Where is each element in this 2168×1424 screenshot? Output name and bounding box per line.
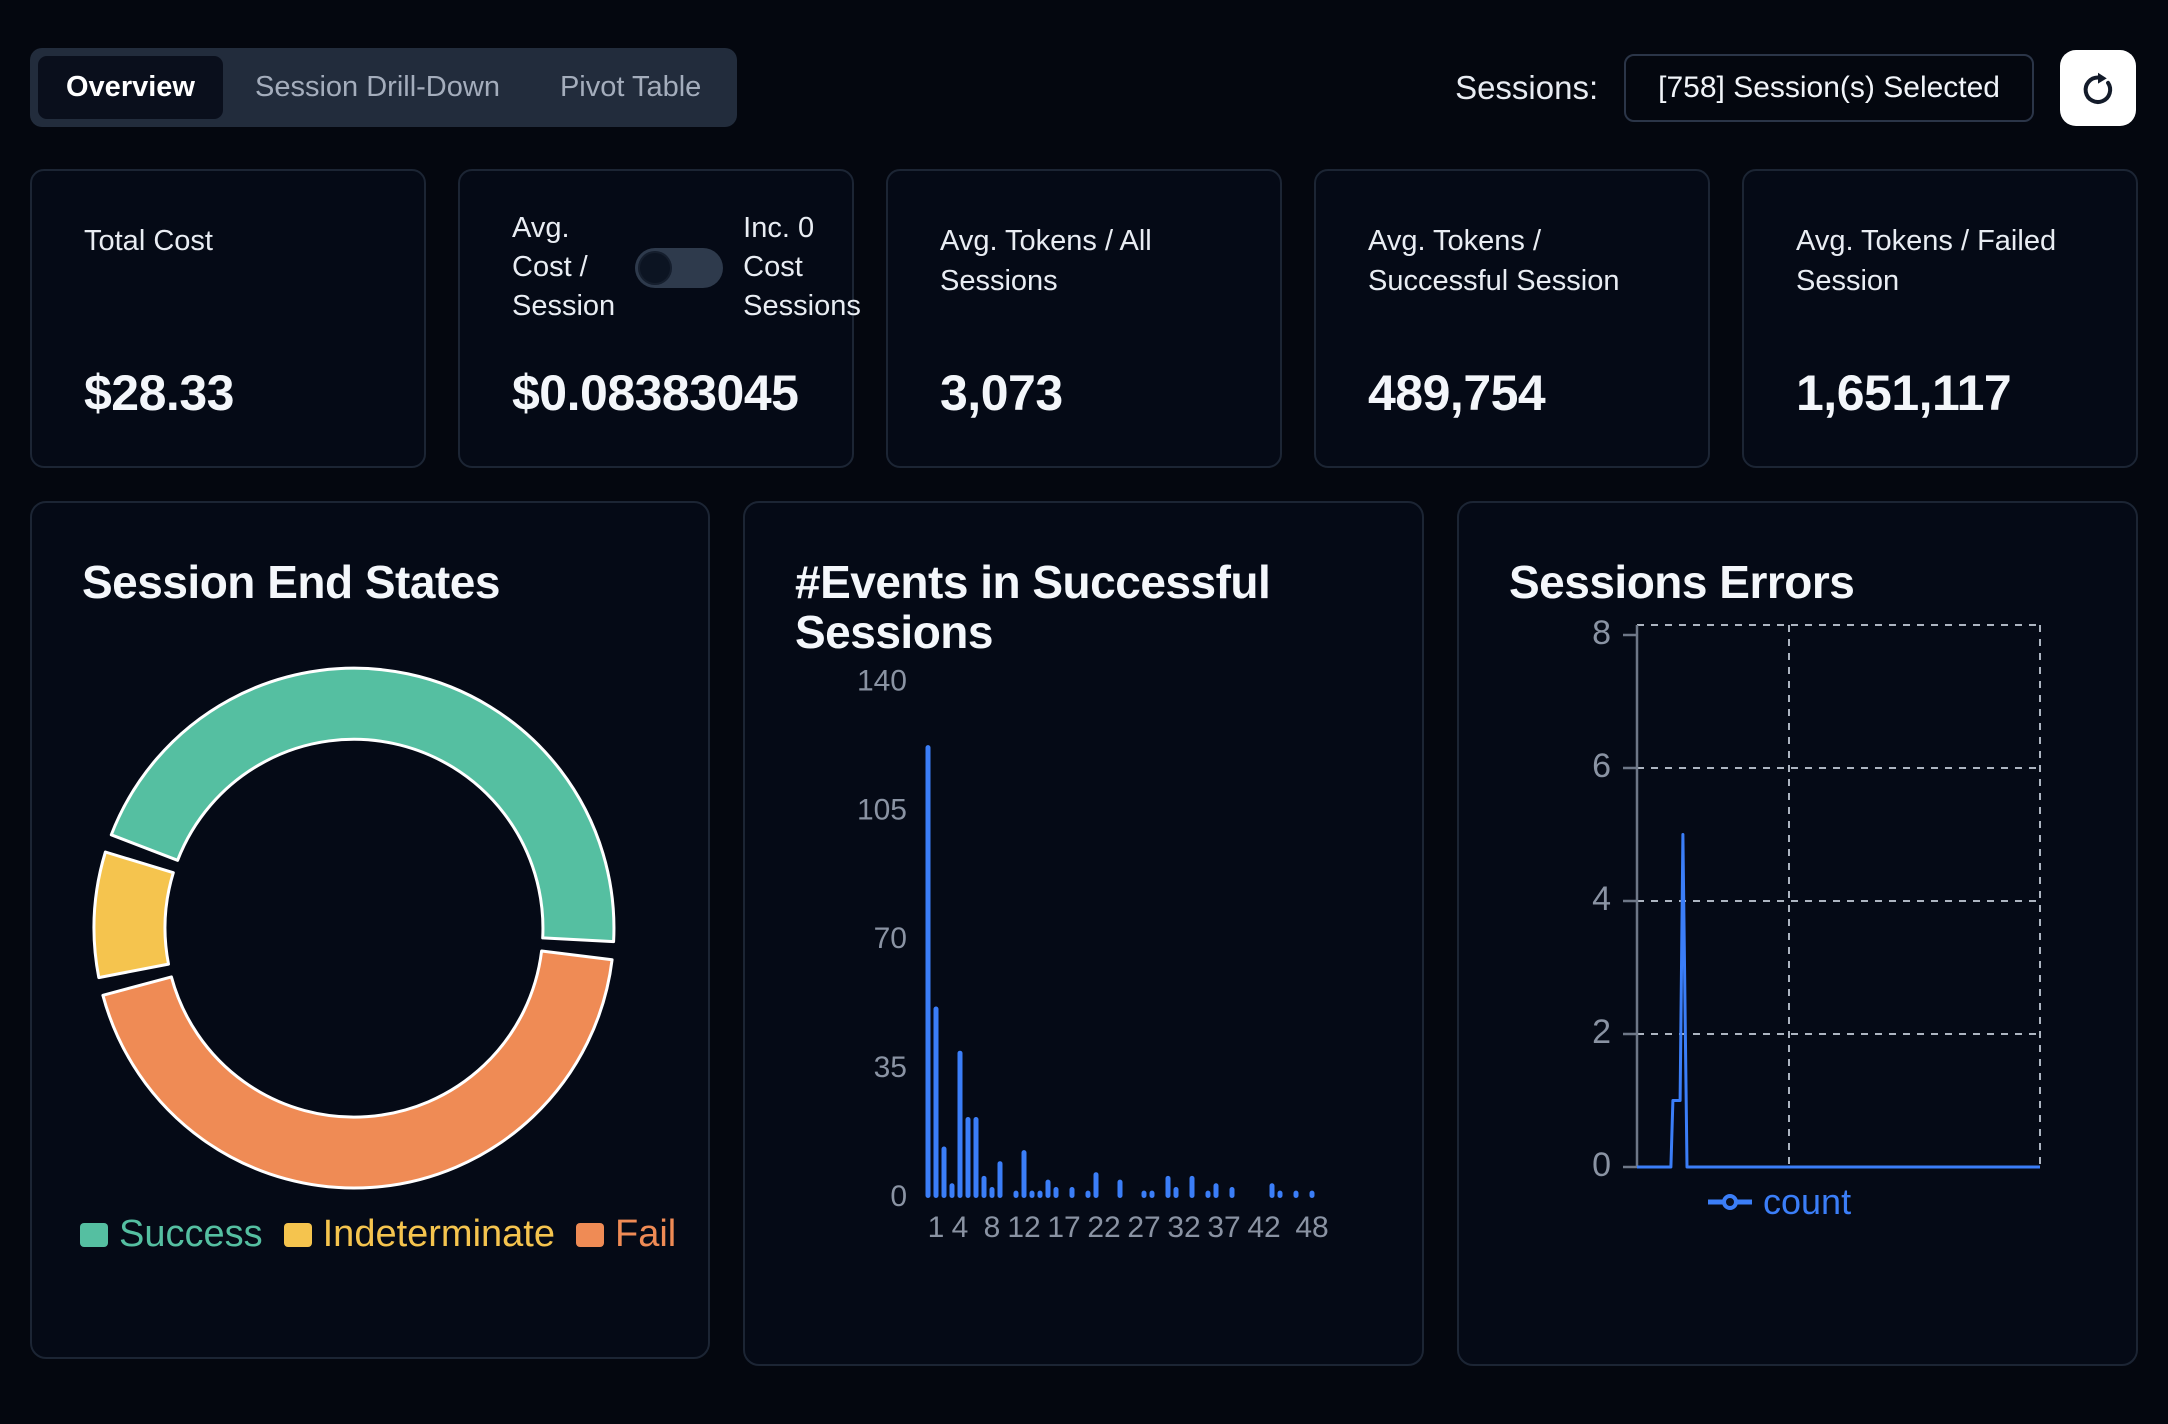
svg-text:105: 105 [857,793,907,826]
chart-title-events-histogram: #Events in Successful Sessions [795,556,1271,658]
legend-label: Success [119,1213,263,1255]
tab-bar: Overview Session Drill-Down Pivot Table [30,48,738,127]
svg-text:8: 8 [1592,614,1611,652]
svg-text:140: 140 [857,664,907,697]
svg-text:70: 70 [874,922,907,955]
legend-item-fail: Fail [576,1213,676,1256]
stat-value: 1,651,117 [1796,365,2012,421]
svg-text:17: 17 [1047,1211,1080,1244]
stat-label: Avg. Tokens / Successful Session [1368,225,1620,297]
fail-swatch-icon [576,1222,604,1247]
svg-text:32: 32 [1167,1211,1200,1244]
stat-value: 489,754 [1368,365,1546,421]
svg-text:4: 4 [952,1211,969,1244]
top-bar: Overview Session Drill-Down Pivot Table … [30,48,2136,127]
svg-text:48: 48 [1295,1211,1328,1244]
sessions-controls: Sessions: [758] Session(s) Selected [1455,49,2136,126]
refresh-button[interactable] [2060,49,2136,126]
svg-text:4: 4 [1592,880,1611,918]
stat-card-total-cost: Total Cost $28.33 [30,169,426,468]
stat-label: Total Cost [84,225,213,257]
donut-chart [92,666,616,1190]
legend-item-success: Success [80,1213,263,1256]
svg-text:27: 27 [1127,1211,1160,1244]
svg-text:1: 1 [928,1211,945,1244]
charts-row: Session End States Success Indeterminate… [30,501,2138,1366]
stat-card-avg-tokens-all-sessions: Avg. Tokens / All Sessions 3,073 [886,169,1282,468]
count-series-marker-icon [1708,1194,1752,1210]
sessions-selector[interactable]: [758] Session(s) Selected [1624,53,2034,122]
svg-text:12: 12 [1007,1211,1040,1244]
stat-card-avg-tokens-successful-session: Avg. Tokens / Successful Session 489,754 [1314,169,1710,468]
chart-card-events-histogram: #Events in Successful Sessions 0 35 70 105 1… [743,501,1424,1366]
svg-text:0: 0 [890,1180,907,1213]
tab-session-drill-down[interactable]: Session Drill-Down [227,56,528,119]
errors-line-chart: 0 2 4 6 8 [1592,614,2041,1184]
chart-title-session-end-states: Session End States [82,556,500,608]
stat-card-avg-cost-per-session: Avg. Cost / Session Inc. 0 Cost Sessions… [458,169,861,468]
include-zero-cost-toggle[interactable] [635,248,724,288]
chart-card-sessions-errors: Sessions Errors 0 2 4 6 8 count [1457,501,2138,1366]
stat-label: Avg. Tokens / All Sessions [940,225,1152,297]
refresh-icon [2083,72,2113,104]
count-legend-label: count [1763,1181,1852,1222]
tab-overview[interactable]: Overview [38,56,223,119]
svg-text:6: 6 [1592,747,1611,785]
toggle-label: Inc. 0 Cost Sessions [743,212,861,322]
svg-text:22: 22 [1087,1211,1120,1244]
chart-title-sessions-errors: Sessions Errors [1509,556,1855,608]
tab-pivot-table[interactable]: Pivot Table [532,56,729,119]
stat-label: Avg. Tokens / Failed Session [1796,225,2057,297]
legend-item-indeterminate: Indeterminate [283,1213,555,1256]
stat-card-avg-tokens-failed-session: Avg. Tokens / Failed Session 1,651,117 [1742,169,2138,468]
stat-value: $0.08383045 [512,365,799,421]
donut-legend: Success Indeterminate Fail [80,1213,676,1256]
svg-text:35: 35 [874,1051,907,1084]
stat-value: $28.33 [84,365,234,421]
svg-text:37: 37 [1207,1211,1240,1244]
indeterminate-swatch-icon [283,1222,312,1247]
toggle-knob [638,251,673,285]
chart-card-session-end-states: Session End States Success Indeterminate… [30,501,710,1359]
count-legend: count [1707,1181,1851,1223]
svg-text:8: 8 [984,1211,1001,1244]
stat-value: 3,073 [940,365,1063,421]
stats-row: Total Cost $28.33 Avg. Cost / Session In… [30,169,2138,468]
legend-label: Indeterminate [322,1213,555,1255]
legend-label: Fail [615,1213,677,1255]
svg-text:2: 2 [1592,1013,1611,1051]
avg-cost-header: Avg. Cost / Session Inc. 0 Cost Sessions [512,209,861,326]
sessions-label: Sessions: [1455,68,1599,106]
dashboard: Overview Session Drill-Down Pivot Table … [0,48,2168,1366]
stat-label: Avg. Cost / Session [512,212,616,322]
svg-text:0: 0 [1592,1146,1611,1184]
svg-text:42: 42 [1247,1211,1280,1244]
success-swatch-icon [80,1222,108,1247]
